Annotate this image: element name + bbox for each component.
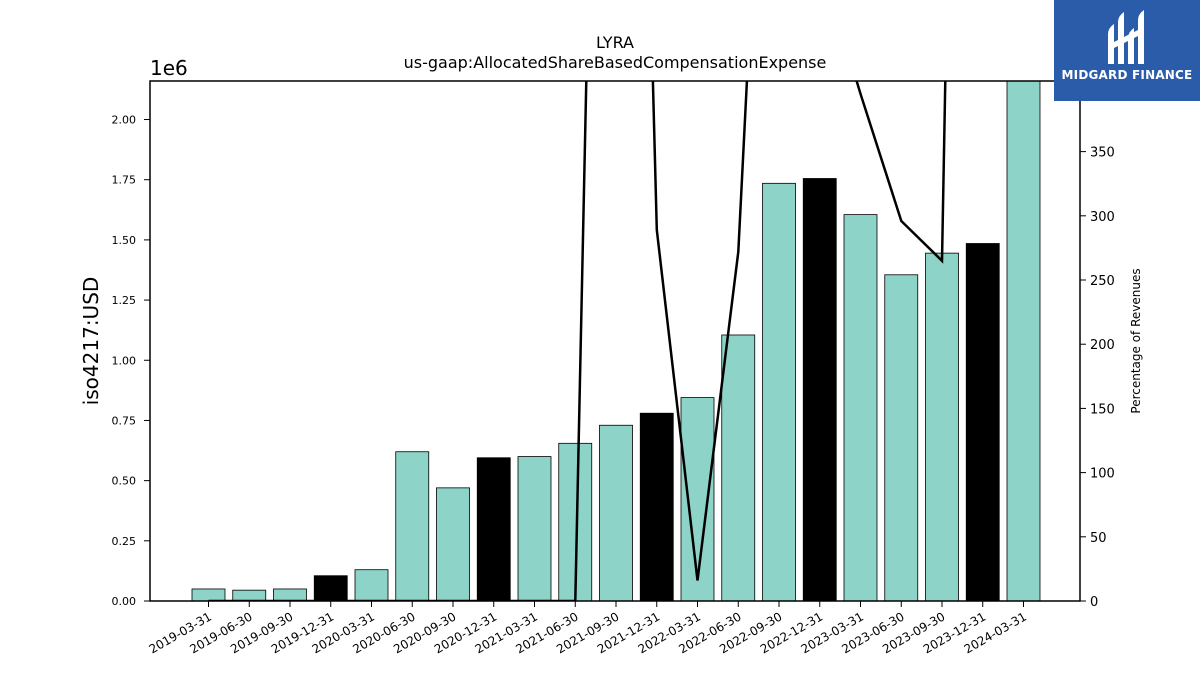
y2-tick-label: 0 bbox=[1090, 595, 1098, 610]
y-axis-label: iso4217:USD bbox=[79, 277, 103, 406]
chart-title: LYRA bbox=[596, 33, 634, 52]
y-tick-label: 2.00 bbox=[112, 114, 137, 127]
bar-2024-03-31 bbox=[1006, 80, 1041, 602]
bar-2019-12-31 bbox=[313, 575, 348, 602]
bar-2019-09-30 bbox=[273, 588, 307, 602]
bar-2019-03-31 bbox=[191, 588, 226, 602]
y2-tick-label: 200 bbox=[1090, 338, 1115, 353]
y-tick-label: 1.25 bbox=[112, 294, 137, 307]
y-tick-label: 0.00 bbox=[112, 595, 137, 608]
plot-frame bbox=[149, 80, 1081, 602]
bar-2021-09-30 bbox=[599, 424, 633, 602]
y2-tick-label: 150 bbox=[1090, 402, 1115, 417]
bar-2019-06-30 bbox=[232, 589, 267, 602]
y2-tick-label: 50 bbox=[1090, 531, 1107, 546]
bar-2023-12-31 bbox=[965, 243, 1000, 602]
bar-2020-06-30 bbox=[395, 451, 430, 602]
bar-2023-03-31 bbox=[843, 214, 878, 602]
bar-2023-09-30 bbox=[925, 252, 959, 602]
bar-2021-12-31 bbox=[639, 412, 674, 602]
bar-2021-03-31 bbox=[517, 456, 552, 602]
y-axis-left: 0.00 0.25 0.50 0.75 1.00 1.25 1.50 1.75 2.00 bbox=[112, 114, 150, 608]
bar-2020-03-31 bbox=[354, 569, 389, 602]
bar-2022-06-30 bbox=[721, 334, 756, 602]
x-axis: 2019-03-312019-06-302019-09-302019-12-31… bbox=[147, 601, 1029, 656]
midgard-finance-logo: MIDGARD FINANCE bbox=[1054, 0, 1200, 101]
y-tick-label: 1.75 bbox=[112, 174, 137, 187]
chart-subtitle: us-gaap:AllocatedShareBasedCompensationE… bbox=[404, 53, 827, 72]
y2-tick-label: 300 bbox=[1090, 210, 1115, 225]
logo-text: MIDGARD FINANCE bbox=[1061, 68, 1193, 82]
bar-2020-09-30 bbox=[436, 487, 470, 602]
y2-axis-label: Percentage of Revenues bbox=[1129, 268, 1143, 413]
y2-tick-label: 350 bbox=[1090, 146, 1115, 161]
y-tick-label: 0.25 bbox=[112, 535, 137, 548]
bar-2022-12-31 bbox=[802, 178, 837, 602]
bar-2022-09-30 bbox=[762, 182, 796, 602]
y2-tick-label: 250 bbox=[1090, 274, 1115, 289]
y-axis-right: 0 50 100 150 200 250 300 350 bbox=[1080, 146, 1115, 610]
bars bbox=[191, 80, 1041, 602]
y-tick-label: 0.50 bbox=[112, 475, 137, 488]
y2-tick-label: 100 bbox=[1090, 467, 1115, 482]
y-tick-label: 1.50 bbox=[112, 234, 137, 247]
line-percentage-of-revenues bbox=[208, 81, 947, 601]
bar-2023-06-30 bbox=[884, 274, 919, 602]
line-layer bbox=[208, 81, 947, 601]
y-tick-label: 1.00 bbox=[112, 354, 137, 367]
y-tick-label: 0.75 bbox=[112, 414, 137, 427]
midgard-logo-icon bbox=[1108, 10, 1144, 64]
y-axis-multiplier: 1e6 bbox=[150, 56, 188, 80]
bar-2020-12-31 bbox=[476, 457, 511, 602]
